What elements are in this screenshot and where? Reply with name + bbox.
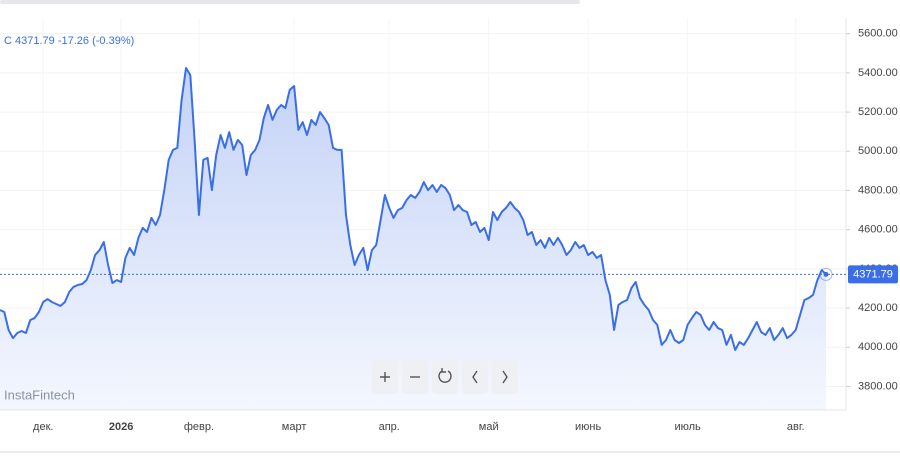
last-point <box>823 271 829 277</box>
y-tick-label: 4800.00 <box>858 184 898 196</box>
y-tick-label: 4000.00 <box>858 341 898 353</box>
chart-header: C 4371.79 -17.26 (-0.39%) <box>4 35 134 47</box>
last-price-label: 4371.79 <box>853 268 893 280</box>
change: -17.26 (-0.39%) <box>58 35 134 47</box>
x-tick-label: июнь <box>575 421 601 433</box>
toolbar <box>372 360 518 394</box>
price-line <box>0 67 827 351</box>
y-tick-label: 5200.00 <box>858 106 898 118</box>
y-tick-label: 5600.00 <box>858 28 898 40</box>
y-tick-label: 4600.00 <box>858 224 898 236</box>
y-tick-label: 4200.00 <box>858 302 898 314</box>
y-tick-label: 5000.00 <box>858 145 898 157</box>
symbol: C <box>4 35 12 47</box>
x-tick-label: авг. <box>787 421 805 433</box>
scroll-left-button[interactable] <box>462 360 488 394</box>
zoom-out-button[interactable] <box>402 360 428 394</box>
x-tick-label: дек. <box>33 421 53 433</box>
price: 4371.79 <box>15 35 55 47</box>
x-tick-label: июль <box>674 421 701 433</box>
x-tick-label: апр. <box>379 421 400 433</box>
x-tick-label: май <box>479 421 499 433</box>
last-price-box <box>848 265 898 284</box>
reset-button[interactable] <box>432 360 458 394</box>
x-tick-label: 2026 <box>109 421 133 433</box>
x-tick-label: февр. <box>184 421 214 433</box>
zoom-in-button[interactable] <box>372 360 398 394</box>
top-bar <box>0 0 580 4</box>
last-point-halo <box>819 267 833 281</box>
area-fill <box>0 68 826 410</box>
y-tick-label: 5400.00 <box>858 67 898 79</box>
scroll-right-button[interactable] <box>492 360 518 394</box>
watermark: InstaFintech <box>4 387 75 402</box>
x-tick-label: март <box>282 421 307 433</box>
y-tick-label: 3800.00 <box>858 380 898 392</box>
